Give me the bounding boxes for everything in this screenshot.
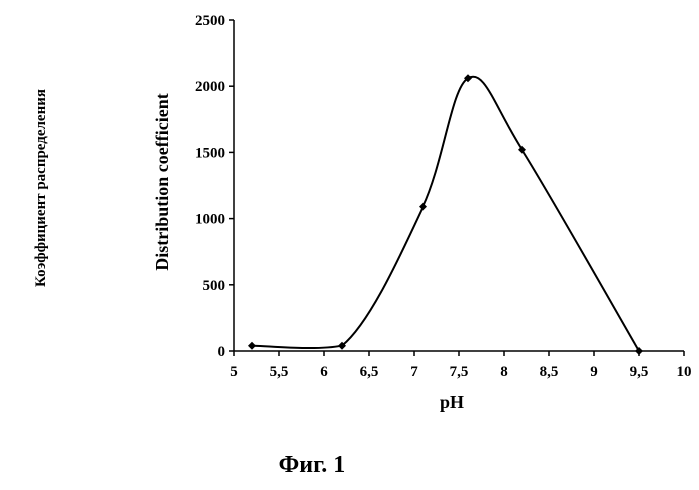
x-tick-label: 6 xyxy=(320,364,328,380)
x-tick-label: 7 xyxy=(410,364,418,380)
series-line xyxy=(252,77,639,351)
russian-side-title: Коэффициент распределения xyxy=(33,89,49,287)
y-tick-label: 1000 xyxy=(195,212,225,228)
data-series xyxy=(248,74,643,355)
y-axis-title: Distribution coefficient xyxy=(152,93,172,270)
data-point xyxy=(419,203,427,211)
x-tick-label: 7,5 xyxy=(450,364,469,380)
y-tick-label: 1500 xyxy=(195,145,225,161)
x-tick-label: 5,5 xyxy=(270,364,289,380)
y-tick-label: 2000 xyxy=(195,79,225,95)
x-axis-title: pH xyxy=(440,392,464,412)
x-tick-label: 6,5 xyxy=(360,364,379,380)
x-tick-label: 9,5 xyxy=(630,364,649,380)
data-point xyxy=(248,342,256,350)
x-tick-label: 9 xyxy=(590,364,598,380)
y-tick-label: 0 xyxy=(218,344,226,360)
x-tick-label: 10 xyxy=(677,364,692,380)
x-tick-label: 5 xyxy=(230,364,238,380)
x-tick-label: 8 xyxy=(500,364,508,380)
y-tick-label: 2500 xyxy=(195,13,225,29)
y-axis: 0 500 1000 1500 2000 2500 xyxy=(195,13,234,360)
y-tick-label: 500 xyxy=(203,278,226,294)
x-tick-label: 8,5 xyxy=(540,364,559,380)
figure-caption: Фиг. 1 xyxy=(279,452,346,478)
x-axis: 5 5,5 6 6,5 7 7,5 8 8,5 9 9,5 10 xyxy=(230,351,691,380)
data-point xyxy=(635,347,643,355)
